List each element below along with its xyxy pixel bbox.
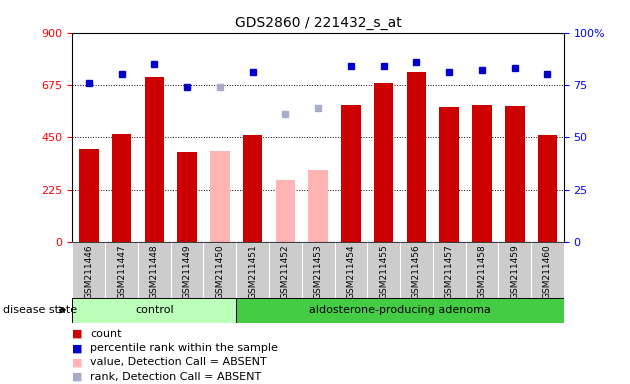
- Bar: [341, 105, 361, 242]
- Text: aldosterone-producing adenoma: aldosterone-producing adenoma: [309, 305, 491, 315]
- Bar: [177, 152, 197, 242]
- Text: ■: ■: [72, 343, 83, 353]
- Text: GSM211459: GSM211459: [510, 245, 519, 300]
- Text: GSM211457: GSM211457: [445, 245, 454, 300]
- Bar: [112, 134, 132, 242]
- Text: percentile rank within the sample: percentile rank within the sample: [90, 343, 278, 353]
- Text: control: control: [135, 305, 174, 315]
- Text: count: count: [90, 329, 122, 339]
- Bar: [537, 135, 558, 242]
- Bar: [374, 83, 394, 242]
- Bar: [144, 77, 164, 242]
- Text: rank, Detection Call = ABSENT: rank, Detection Call = ABSENT: [90, 372, 261, 382]
- Text: ■: ■: [72, 358, 83, 367]
- Bar: [275, 180, 295, 242]
- Text: GSM211460: GSM211460: [543, 245, 552, 300]
- Bar: [308, 170, 328, 242]
- Bar: [210, 151, 230, 242]
- Bar: [505, 106, 525, 242]
- Bar: [236, 298, 564, 323]
- Text: ■: ■: [72, 372, 83, 382]
- Bar: [439, 107, 459, 242]
- Text: GSM211451: GSM211451: [248, 245, 257, 300]
- Bar: [243, 135, 263, 242]
- Bar: [472, 105, 492, 242]
- Bar: [406, 72, 427, 242]
- Text: GSM211458: GSM211458: [478, 245, 486, 300]
- Text: ■: ■: [72, 329, 83, 339]
- Text: value, Detection Call = ABSENT: value, Detection Call = ABSENT: [90, 358, 267, 367]
- Text: GSM211449: GSM211449: [183, 245, 192, 300]
- Text: GSM211454: GSM211454: [346, 245, 355, 300]
- Text: GSM211450: GSM211450: [215, 245, 224, 300]
- Text: GSM211455: GSM211455: [379, 245, 388, 300]
- Text: GSM211452: GSM211452: [281, 245, 290, 300]
- Bar: [72, 298, 236, 323]
- Text: GSM211456: GSM211456: [412, 245, 421, 300]
- Text: disease state: disease state: [3, 305, 77, 315]
- Text: GSM211448: GSM211448: [150, 245, 159, 300]
- Title: GDS2860 / 221432_s_at: GDS2860 / 221432_s_at: [235, 16, 401, 30]
- Bar: [79, 149, 99, 242]
- Text: GSM211447: GSM211447: [117, 245, 126, 300]
- Text: GSM211453: GSM211453: [314, 245, 323, 300]
- Text: GSM211446: GSM211446: [84, 245, 93, 300]
